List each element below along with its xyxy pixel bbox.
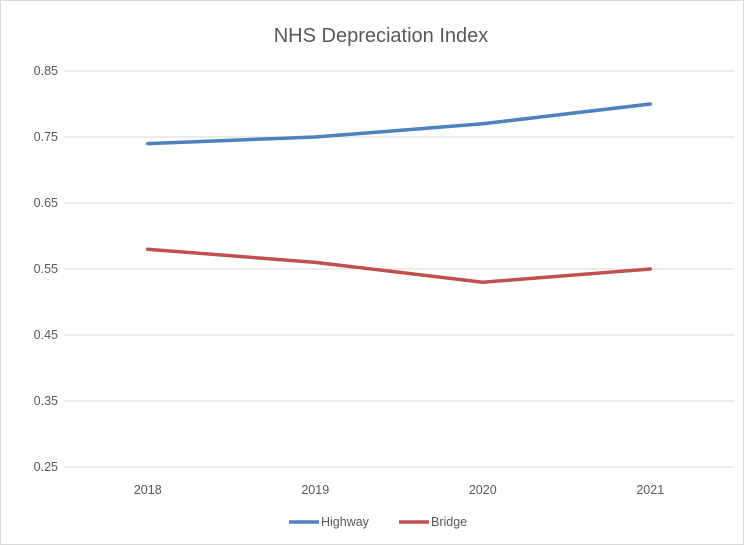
data-point-bridge xyxy=(313,260,317,264)
series-line-highway xyxy=(146,102,652,146)
x-tick-label: 2020 xyxy=(469,483,497,497)
x-axis-ticks: 2018 2019 2020 2021 xyxy=(134,483,664,497)
y-tick-label: 0.45 xyxy=(34,328,58,342)
y-tick-label: 0.25 xyxy=(34,460,58,474)
data-point-highway xyxy=(648,102,652,106)
data-point-highway xyxy=(481,122,485,126)
data-point-bridge xyxy=(481,280,485,284)
y-tick-label: 0.75 xyxy=(34,130,58,144)
x-tick-label: 2021 xyxy=(636,483,664,497)
y-tick-label: 0.35 xyxy=(34,394,58,408)
x-tick-label: 2018 xyxy=(134,483,162,497)
chart-title: NHS Depreciation Index xyxy=(274,25,489,47)
legend-label-bridge: Bridge xyxy=(431,515,467,529)
series-lines xyxy=(146,102,652,284)
legend: Highway Bridge xyxy=(289,515,467,529)
legend-label-highway: Highway xyxy=(321,515,370,529)
y-tick-label: 0.85 xyxy=(34,64,58,78)
data-point-bridge xyxy=(146,247,150,251)
data-point-bridge xyxy=(648,267,652,271)
data-point-highway xyxy=(313,135,317,139)
gridlines xyxy=(64,70,734,468)
series-line-bridge xyxy=(146,247,652,284)
y-tick-label: 0.55 xyxy=(34,262,58,276)
y-tick-label: 0.65 xyxy=(34,196,58,210)
data-point-highway xyxy=(146,142,150,146)
y-axis-ticks: 0.85 0.75 0.65 0.55 0.45 0.35 0.25 xyxy=(34,64,58,474)
x-tick-label: 2019 xyxy=(301,483,329,497)
